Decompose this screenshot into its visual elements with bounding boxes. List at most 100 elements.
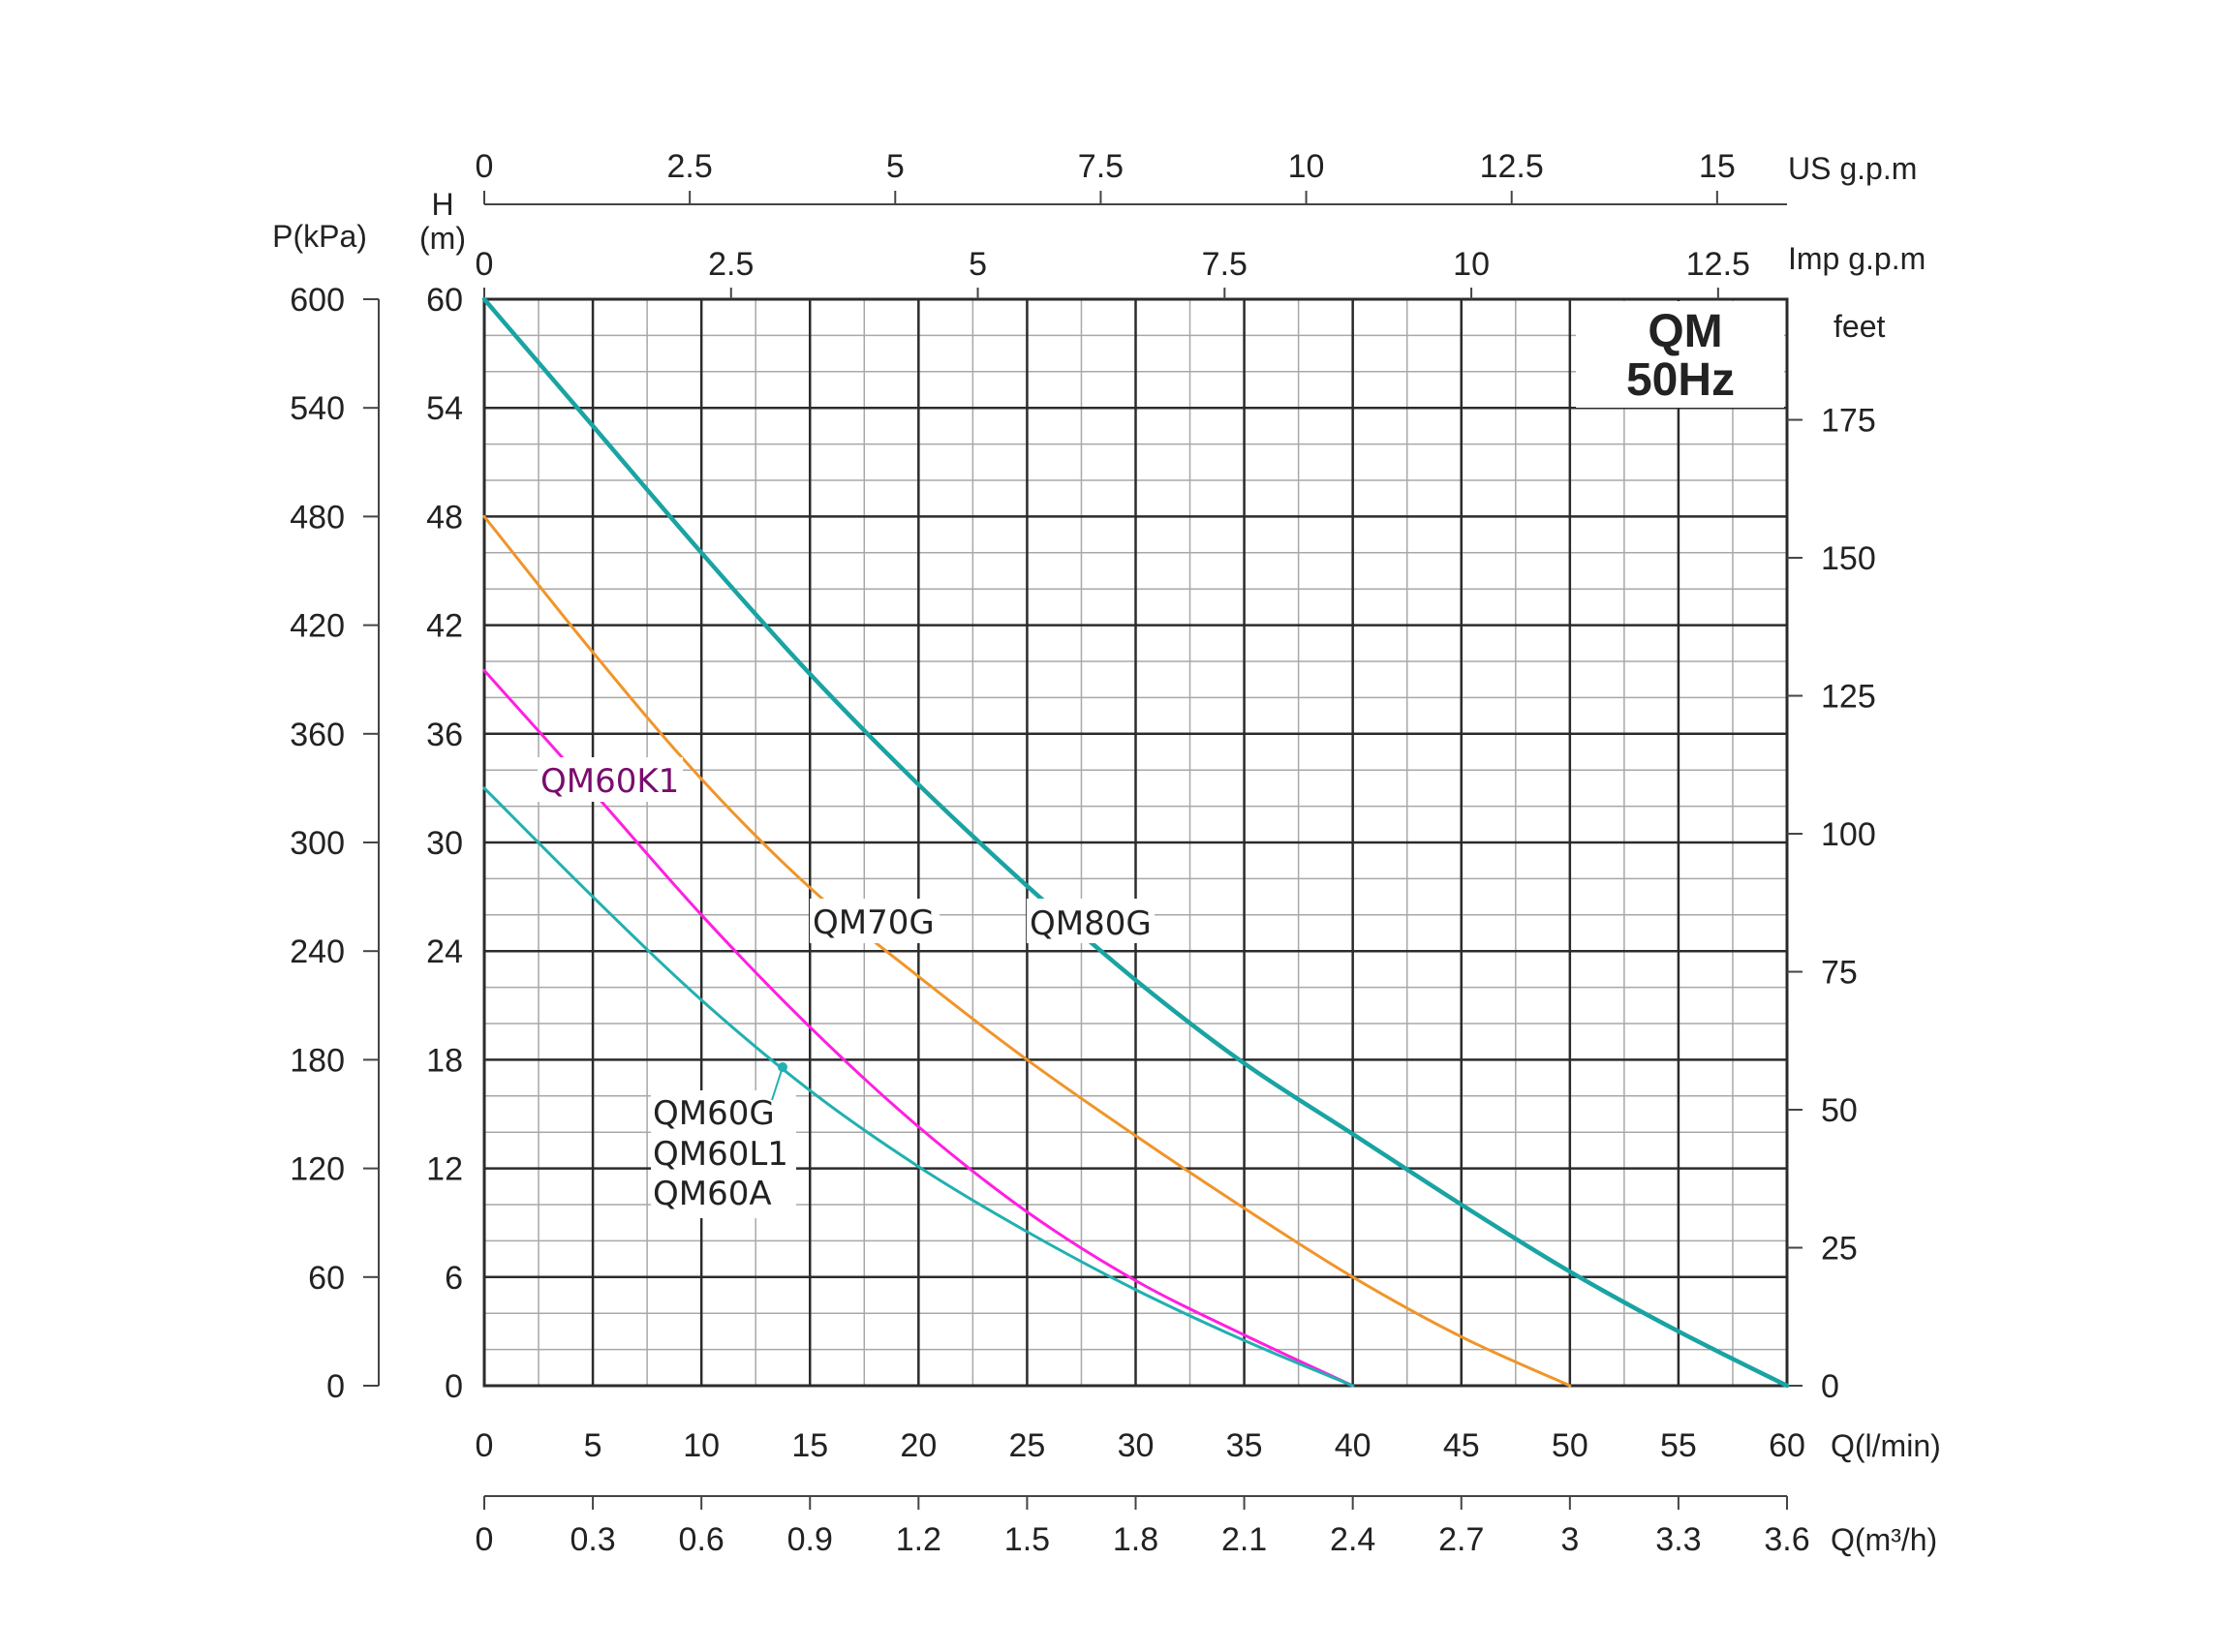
label-leader-dot-qm60g — [778, 1062, 787, 1072]
y-tick-label-head: 24 — [426, 933, 463, 970]
chart-title: QM — [1648, 306, 1722, 357]
x-tick-label-m3h: 3.3 — [1655, 1521, 1701, 1558]
y-tick-label-head: 54 — [426, 390, 463, 427]
x-tick-label-imp-gpm: 5 — [969, 246, 987, 283]
x-tick-label-us-gpm: 10 — [1288, 148, 1325, 185]
series-label-qm60g: QM60G — [653, 1094, 775, 1133]
x-tick-label-m3h: 1.5 — [1004, 1521, 1050, 1558]
series-layer — [481, 296, 1790, 1389]
y-tick-label-pressure: 540 — [290, 390, 345, 427]
y-tick-label-feet: 0 — [1821, 1368, 1839, 1405]
y-tick-label-head: 12 — [426, 1151, 463, 1188]
x-tick-label-us-gpm: 5 — [886, 148, 905, 185]
y-tick-label-feet: 100 — [1821, 816, 1876, 853]
y-tick-label-head: 48 — [426, 499, 463, 535]
x-tick-label-imp-gpm: 0 — [476, 246, 494, 283]
x-tick-label-lmin: 35 — [1226, 1427, 1263, 1464]
y-tick-label-pressure: 480 — [290, 499, 345, 535]
series-label-qm80g: QM80G — [1030, 904, 1152, 943]
x-tick-label-lmin: 20 — [900, 1427, 937, 1464]
y-tick-label-head: 42 — [426, 608, 463, 645]
series-line-qm80g — [481, 296, 1790, 1389]
y-tick-label-head: 0 — [445, 1368, 463, 1405]
x-tick-label-imp-gpm: 2.5 — [708, 246, 754, 283]
x-tick-label-imp-gpm: 7.5 — [1202, 246, 1248, 283]
label-bg-qm60-group — [651, 1090, 796, 1218]
label-bg-qm60k1 — [538, 757, 683, 802]
x-tick-label-m3h: 2.1 — [1221, 1521, 1267, 1558]
x-tick-label-lmin: 60 — [1769, 1427, 1805, 1464]
y-tick-label-pressure: 420 — [290, 608, 345, 645]
y-tick-label-pressure: 600 — [290, 282, 345, 319]
axis-label-q-lmin: Q(l/min) — [1831, 1428, 1941, 1463]
x-tick-label-us-gpm: 12.5 — [1480, 148, 1544, 185]
x-tick-label-us-gpm: 2.5 — [667, 148, 713, 185]
labels-layer: P(kPa) H (m) US g.p.m Imp g.p.m feet Q(l… — [272, 151, 1941, 1557]
x-tick-label-m3h: 1.2 — [896, 1521, 941, 1558]
x-tick-label-m3h: 2.4 — [1330, 1521, 1375, 1558]
y-tick-label-pressure: 0 — [326, 1368, 345, 1405]
x-tick-label-imp-gpm: 10 — [1453, 246, 1490, 283]
plot-frame — [482, 297, 1789, 1388]
axis-label-head-m: (m) — [419, 221, 466, 256]
y-tick-label-pressure: 180 — [290, 1042, 345, 1079]
y-tick-label-feet: 175 — [1821, 403, 1876, 440]
x-tick-label-lmin: 15 — [791, 1427, 828, 1464]
x-tick-label-lmin: 45 — [1443, 1427, 1480, 1464]
series-label-qm70g: QM70G — [813, 903, 935, 942]
series-line-qm60g — [482, 786, 1355, 1388]
x-tick-label-lmin: 25 — [1009, 1427, 1046, 1464]
y-tick-label-head: 60 — [426, 282, 463, 319]
axis-label-pressure: P(kPa) — [272, 219, 367, 254]
y-tick-label-feet: 25 — [1821, 1231, 1858, 1268]
x-tick-label-m3h: 0 — [476, 1521, 494, 1558]
y-tick-label-feet: 125 — [1821, 679, 1876, 716]
x-tick-label-lmin: 5 — [584, 1427, 602, 1464]
axis-label-feet: feet — [1834, 309, 1885, 344]
x-tick-label-us-gpm: 15 — [1699, 148, 1736, 185]
axis-label-head-h: H — [431, 187, 453, 222]
grid-major-lines — [482, 297, 1789, 1388]
x-tick-label-m3h: 0.6 — [679, 1521, 724, 1558]
y-tick-label-pressure: 240 — [290, 933, 345, 970]
y-tick-label-head: 36 — [426, 717, 463, 753]
x-tick-label-lmin: 55 — [1660, 1427, 1697, 1464]
axis-label-q-m3h: Q(m³/h) — [1831, 1522, 1937, 1557]
y-tick-label-pressure: 360 — [290, 717, 345, 753]
x-tick-label-m3h: 0.9 — [787, 1521, 833, 1558]
label-bg-qm80g — [1027, 899, 1155, 943]
y-tick-label-pressure: 300 — [290, 825, 345, 862]
x-tick-label-us-gpm: 0 — [476, 148, 494, 185]
x-tick-label-lmin: 50 — [1552, 1427, 1588, 1464]
label-bg-qm70g — [810, 899, 940, 943]
series-label-qm60a: QM60A — [653, 1175, 772, 1213]
x-tick-label-m3h: 2.7 — [1438, 1521, 1484, 1558]
series-label-qm60k1: QM60K1 — [540, 762, 679, 801]
x-tick-label-lmin: 40 — [1335, 1427, 1371, 1464]
y-tick-label-feet: 150 — [1821, 540, 1876, 577]
series-label-qm60l1: QM60L1 — [653, 1135, 788, 1174]
x-tick-label-lmin: 0 — [476, 1427, 494, 1464]
series-line-qm60k1 — [482, 668, 1355, 1388]
y-tick-label-pressure: 120 — [290, 1151, 345, 1188]
series-line-qm70g — [482, 514, 1572, 1388]
x-tick-label-m3h: 3.6 — [1764, 1521, 1809, 1558]
x-tick-label-m3h: 3 — [1560, 1521, 1579, 1558]
axes: 0 5 10 15 20 25 30 35 40 45 50 55 600 0.3 0.6 0.9 1.2 1.5… — [290, 148, 1875, 1558]
y-tick-label-feet: 50 — [1821, 1092, 1858, 1129]
chart-subtitle: 50Hz — [1626, 354, 1735, 406]
x-tick-label-us-gpm: 7.5 — [1078, 148, 1124, 185]
y-tick-label-head: 6 — [445, 1260, 463, 1297]
axis-label-imp-gpm: Imp g.p.m — [1788, 241, 1926, 276]
y-tick-label-head: 18 — [426, 1042, 463, 1079]
label-leader-qm60g — [771, 1066, 784, 1101]
x-tick-label-imp-gpm: 12.5 — [1686, 246, 1750, 283]
x-tick-label-lmin: 30 — [1118, 1427, 1155, 1464]
y-tick-label-feet: 75 — [1821, 955, 1858, 992]
x-tick-label-lmin: 10 — [683, 1427, 720, 1464]
x-tick-label-m3h: 0.3 — [570, 1521, 615, 1558]
axis-label-us-gpm: US g.p.m — [1788, 151, 1917, 186]
y-tick-label-pressure: 60 — [308, 1260, 345, 1297]
y-tick-label-head: 30 — [426, 825, 463, 862]
